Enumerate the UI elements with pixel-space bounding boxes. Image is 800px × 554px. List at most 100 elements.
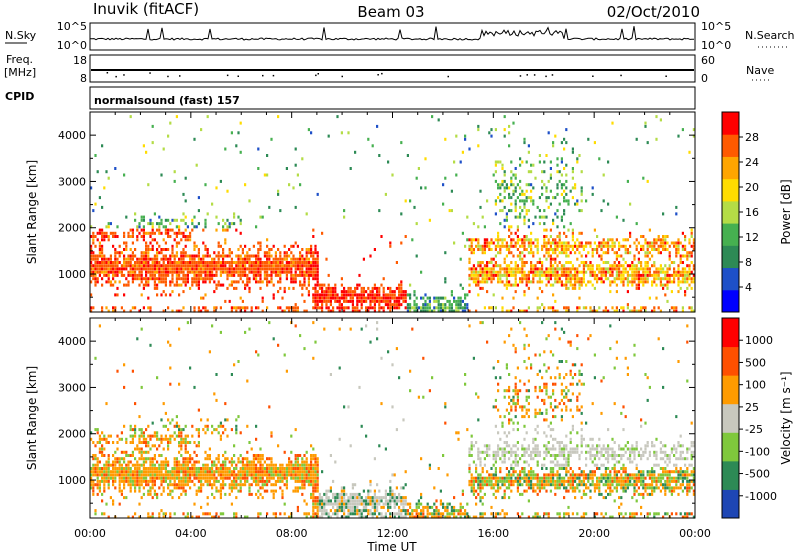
rti-cell <box>263 173 266 177</box>
rti-cell <box>554 134 557 138</box>
rti-cell <box>178 470 181 474</box>
rti-cell <box>169 441 172 444</box>
rti-cell <box>92 492 95 496</box>
rti-cell <box>219 244 222 248</box>
rti-cell <box>530 170 533 174</box>
rti-cell <box>145 283 148 287</box>
rti-cell <box>215 463 218 467</box>
rti-cell <box>563 241 566 245</box>
rti-cell <box>274 264 277 268</box>
rti-cell <box>206 428 209 432</box>
rti-cell <box>358 293 361 297</box>
rti-cell <box>202 463 205 467</box>
rti-cell <box>574 251 577 255</box>
rti-cell <box>233 215 236 219</box>
rti-cell <box>292 476 295 480</box>
rti-cell <box>635 244 638 248</box>
rti-cell <box>602 238 605 242</box>
nsearch-tick-bottom: 10^0 <box>701 39 731 52</box>
rti-cell <box>512 238 515 242</box>
rti-cell <box>162 147 165 151</box>
rti-cell <box>182 264 185 268</box>
rti-cell <box>389 515 392 519</box>
rti-cell <box>175 277 178 281</box>
rti-cell <box>481 321 484 325</box>
rti-cell <box>237 457 240 461</box>
rti-cell <box>323 293 326 297</box>
rti-cell <box>294 303 297 307</box>
rti-cell <box>107 470 110 474</box>
rti-cell <box>244 183 247 187</box>
rti-cell <box>556 209 559 213</box>
rti-cell <box>259 467 262 470</box>
rti-cell <box>131 228 134 232</box>
rti-cell <box>208 267 211 271</box>
rti-cell <box>477 479 480 483</box>
rti-cell <box>510 209 513 213</box>
rti-cell <box>213 306 216 310</box>
rti-cell <box>169 483 172 487</box>
rti-cell <box>266 173 269 177</box>
rti-cell <box>563 167 566 170</box>
rti-cell <box>501 296 504 300</box>
rti-cell <box>371 296 374 300</box>
rti-cell <box>508 235 511 238</box>
rti-cell <box>354 496 357 500</box>
rti-cell <box>648 244 651 248</box>
rti-cell <box>94 457 97 461</box>
rti-cell <box>376 293 379 297</box>
rti-cell <box>259 261 262 264</box>
rti-cell <box>248 280 251 284</box>
rti-cell <box>307 470 310 474</box>
rti-cell <box>477 225 480 229</box>
rti-cell <box>301 286 304 290</box>
rti-cell <box>525 196 528 200</box>
rti-cell <box>107 457 110 461</box>
rti-cell <box>391 303 394 307</box>
rti-cell <box>475 470 478 474</box>
rti-cell <box>296 244 299 248</box>
rti-cell <box>591 270 594 274</box>
rti-cell <box>164 411 167 415</box>
rti-cell <box>158 222 161 226</box>
rti-cell <box>118 437 121 441</box>
rti-cell <box>668 244 671 248</box>
rti-cell <box>664 235 667 238</box>
rti-cell <box>266 473 269 477</box>
rti-cell <box>316 293 319 297</box>
rti-cell <box>158 454 161 457</box>
rti-cell <box>90 261 93 264</box>
rti-cell <box>138 267 141 271</box>
rti-cell <box>343 509 346 513</box>
rti-cell <box>508 251 511 255</box>
rti-cell <box>169 257 172 261</box>
rti-cell <box>360 512 363 516</box>
rti-cell <box>114 257 117 261</box>
rti-cell <box>145 476 148 480</box>
rti-cell <box>279 473 282 477</box>
rti-cell <box>184 467 187 470</box>
rti-cell <box>90 254 93 258</box>
rti-cell <box>138 473 141 477</box>
rti-cell <box>437 303 440 307</box>
rti-cell <box>543 222 546 226</box>
rti-cell <box>312 270 315 274</box>
rti-cell <box>338 306 341 310</box>
rti-cell <box>164 467 167 470</box>
rti-cell <box>477 447 480 451</box>
rti-cell <box>475 476 478 480</box>
rti-cell <box>136 470 139 474</box>
rti-cell <box>519 157 522 161</box>
rti-cell <box>633 264 636 268</box>
rti-cell <box>239 231 242 235</box>
rti-cell <box>90 235 93 238</box>
rti-cell <box>519 267 522 271</box>
rti-cell <box>226 434 229 438</box>
rti-cell <box>217 479 220 483</box>
rti-cell <box>246 424 249 428</box>
rti-cell <box>261 454 264 457</box>
rti-cell <box>356 499 359 503</box>
rti-cell <box>107 467 110 470</box>
rti-cell <box>167 235 170 238</box>
rti-cell <box>301 483 304 487</box>
